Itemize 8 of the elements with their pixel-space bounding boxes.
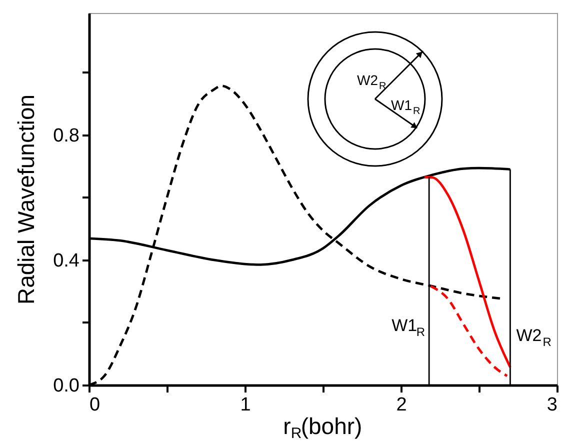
y-tick-label: 0.4 [53,250,80,272]
y-tick-label: 0.8 [53,125,80,146]
x-tick-label: 3 [546,394,558,416]
x-tick-label: 2 [396,394,407,416]
x-tick-label: 1 [240,394,251,416]
x-tick-label: 0 [90,394,100,416]
y-tick-label: 0.0 [53,376,80,396]
y-axis-title: Radial Wavefunction [13,94,40,305]
